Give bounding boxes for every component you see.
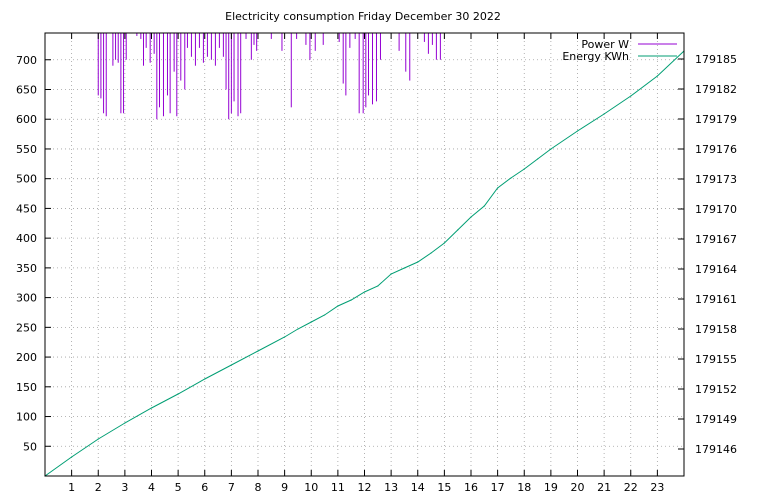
y-tick-label: 300 xyxy=(16,292,37,305)
x-tick-label: 8 xyxy=(255,481,262,494)
y2-tick-label: 179161 xyxy=(695,293,737,306)
x-tick-label: 19 xyxy=(544,481,558,494)
y-tick-label: 350 xyxy=(16,262,37,275)
energy-point xyxy=(310,321,312,323)
y2-tick-label: 179170 xyxy=(695,203,737,216)
energy-point xyxy=(470,216,472,218)
x-tick-label: 20 xyxy=(571,481,585,494)
x-tick-label: 16 xyxy=(464,481,478,494)
legend-label-power: Power W xyxy=(581,38,629,51)
y2-tick-label: 179158 xyxy=(695,323,737,336)
y-tick-label: 400 xyxy=(16,232,37,245)
energy-point xyxy=(150,407,153,409)
energy-point xyxy=(124,422,126,424)
x-tick-label: 11 xyxy=(331,481,345,494)
x-tick-label: 10 xyxy=(304,481,318,494)
y2-tick-label: 179185 xyxy=(695,53,737,66)
energy-point xyxy=(403,267,406,269)
energy-point xyxy=(483,205,485,207)
y2-tick-label: 179149 xyxy=(695,413,737,426)
y2-tick-label: 179179 xyxy=(695,113,737,126)
legend-label-energy: Energy KWh xyxy=(562,50,629,63)
energy-point xyxy=(71,456,73,458)
x-tick-label: 2 xyxy=(95,481,102,494)
y-tick-label: 200 xyxy=(16,351,37,364)
x-tick-label: 22 xyxy=(624,481,638,494)
x-tick-label: 7 xyxy=(228,481,235,494)
chart-title: Electricity consumption Friday December … xyxy=(225,10,501,23)
energy-point xyxy=(523,168,525,170)
energy-point xyxy=(430,252,432,254)
y-tick-label: 250 xyxy=(16,321,37,334)
axes: 1 2 3 4 5 6 7 8 9 10 11 12 13 14 15 16 17 18 19 20 21 22 23501… xyxy=(16,33,737,494)
legend: Power W Energy KWh xyxy=(562,38,677,63)
x-tick-label: 21 xyxy=(597,481,611,494)
energy-point xyxy=(550,148,552,150)
energy-point xyxy=(350,299,352,301)
x-tick-label: 4 xyxy=(148,481,155,494)
energy-point xyxy=(257,350,259,352)
energy-point xyxy=(457,229,459,231)
x-tick-label: 13 xyxy=(384,481,398,494)
energy-point xyxy=(390,273,392,275)
energy-point xyxy=(603,113,605,115)
energy-point xyxy=(536,158,539,160)
y-tick-label: 600 xyxy=(16,113,37,126)
energy-point xyxy=(204,378,206,380)
energy-line xyxy=(44,50,685,477)
energy-point xyxy=(656,75,658,77)
energy-point xyxy=(377,285,379,287)
y2-tick-label: 179152 xyxy=(695,383,737,396)
energy-point xyxy=(230,364,232,366)
x-tick-label: 12 xyxy=(358,481,372,494)
energy-point xyxy=(443,242,445,244)
energy-point xyxy=(177,393,179,395)
energy-point xyxy=(576,130,579,132)
energy-point xyxy=(363,291,366,293)
y-tick-label: 500 xyxy=(16,173,37,186)
energy-point xyxy=(323,314,326,316)
energy-point xyxy=(297,328,299,330)
y2-tick-label: 179173 xyxy=(695,173,737,186)
y-tick-label: 650 xyxy=(16,83,37,96)
power-series xyxy=(97,33,441,120)
y2-tick-label: 179155 xyxy=(695,353,737,366)
energy-point xyxy=(417,261,419,263)
y-tick-label: 100 xyxy=(16,411,37,424)
grid xyxy=(45,33,684,476)
y-tick-label: 450 xyxy=(16,202,37,215)
x-tick-label: 23 xyxy=(650,481,664,494)
energy-point xyxy=(510,177,512,179)
y2-tick-label: 179176 xyxy=(695,143,737,156)
x-tick-label: 1 xyxy=(68,481,75,494)
y2-tick-label: 179146 xyxy=(695,443,737,456)
y2-tick-label: 179164 xyxy=(695,263,737,276)
y-tick-label: 50 xyxy=(23,440,37,453)
energy-series xyxy=(44,50,685,477)
y2-tick-label: 179182 xyxy=(695,83,737,96)
energy-point xyxy=(497,187,499,189)
x-tick-label: 9 xyxy=(281,481,288,494)
y-tick-label: 700 xyxy=(16,54,37,67)
energy-point xyxy=(337,305,339,307)
energy-point xyxy=(97,438,99,440)
x-tick-label: 6 xyxy=(201,481,208,494)
x-tick-label: 15 xyxy=(437,481,451,494)
x-tick-label: 5 xyxy=(175,481,182,494)
x-tick-label: 14 xyxy=(411,481,425,494)
y-tick-label: 150 xyxy=(16,381,37,394)
x-tick-label: 3 xyxy=(121,481,128,494)
energy-point xyxy=(284,336,286,338)
y-tick-label: 550 xyxy=(16,143,37,156)
energy-point xyxy=(630,95,632,97)
x-tick-label: 18 xyxy=(517,481,531,494)
x-tick-label: 17 xyxy=(491,481,505,494)
y2-tick-label: 179167 xyxy=(695,233,737,246)
